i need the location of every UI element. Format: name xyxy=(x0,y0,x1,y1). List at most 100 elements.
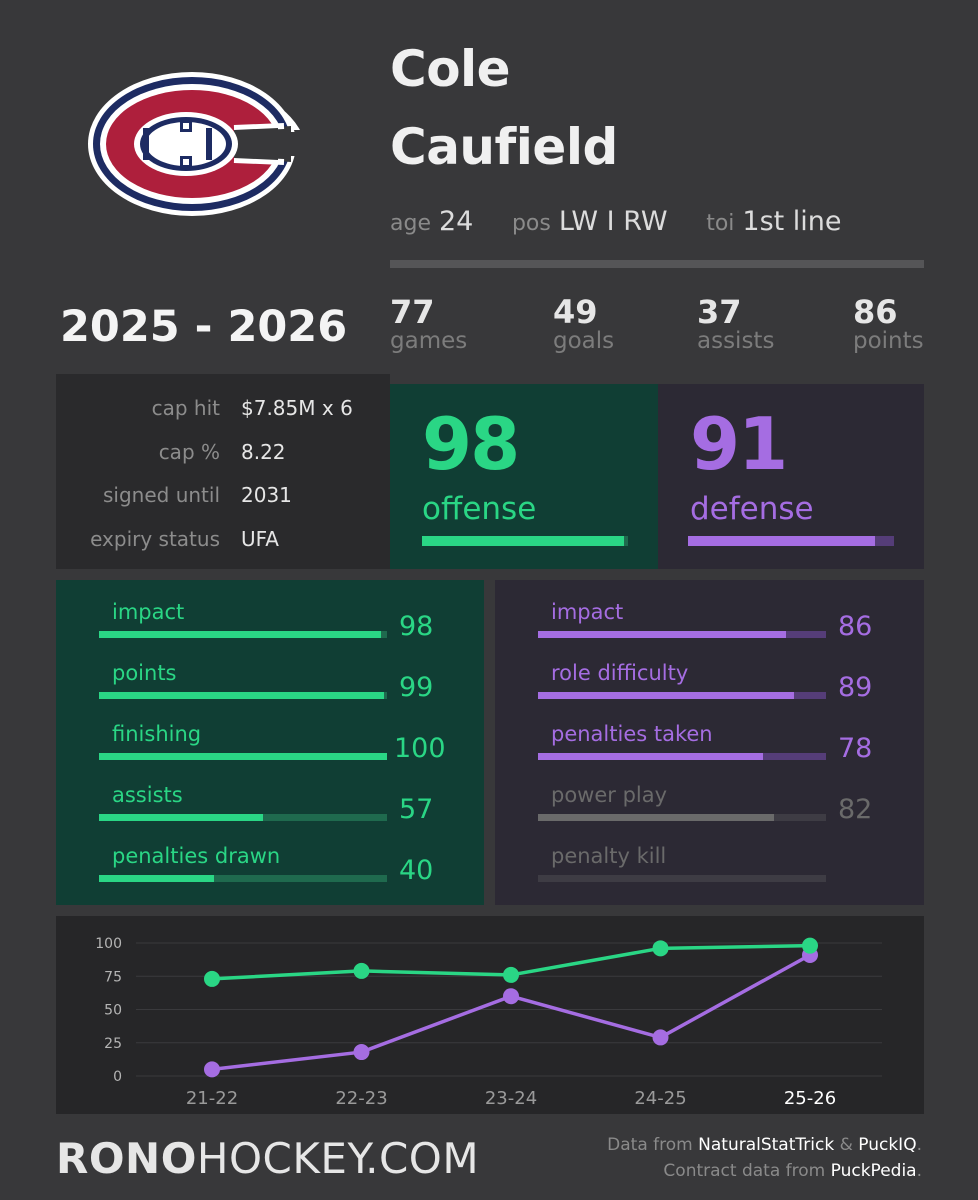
offense-metric-bar xyxy=(99,631,387,638)
y-tick-label: 50 xyxy=(104,1003,122,1019)
offense-metric-value: 57 xyxy=(399,794,434,825)
defense-metric-bar xyxy=(538,631,826,638)
offense-metric-bar-fill xyxy=(99,753,387,760)
contract-label: signed until xyxy=(102,483,220,507)
defense-metric-bar xyxy=(538,753,826,760)
defense-rating-bar-fill xyxy=(688,536,876,546)
defense-metric-label: penalty kill xyxy=(551,844,667,868)
contract-label: cap % xyxy=(158,440,220,464)
offense-metric-bar xyxy=(99,692,387,699)
data-point xyxy=(652,940,669,957)
contract-value: $7.85M x 6 xyxy=(241,396,353,420)
data-point xyxy=(204,1061,220,1078)
offense-metric-label: points xyxy=(112,661,177,685)
offense-rating-label: offense xyxy=(422,491,537,527)
offense-metric-value: 40 xyxy=(399,855,434,886)
defense-metric-bar xyxy=(538,814,826,821)
header-divider xyxy=(390,260,924,268)
x-tick-label: 22-23 xyxy=(335,1088,387,1109)
offense-metric-bar xyxy=(99,814,387,821)
player-meta: age 24 pos LW I RW toi 1st line xyxy=(390,206,842,237)
y-tick-label: 25 xyxy=(104,1036,122,1052)
y-tick-label: 75 xyxy=(104,969,122,985)
offense-metric-value: 98 xyxy=(399,611,434,642)
credits-prefix: Data from xyxy=(607,1135,699,1155)
offense-metric-bar-fill xyxy=(99,631,382,638)
stat-value: 77 xyxy=(390,293,435,331)
defense-metric-bar-fill xyxy=(538,814,775,821)
defense-rating-value: 91 xyxy=(690,402,788,486)
offense-metric-bar xyxy=(99,875,387,882)
stat-value: 86 xyxy=(853,293,898,331)
data-point xyxy=(353,962,370,979)
stat-value: 37 xyxy=(697,293,742,331)
credit-link-puckpedia[interactable]: PuckPedia xyxy=(830,1161,917,1181)
offense-metric-bar xyxy=(99,753,387,760)
credits-line-1: Data from NaturalStatTrick & PuckIQ. xyxy=(607,1132,922,1158)
toi-value: 1st line xyxy=(742,206,842,237)
season-label: 2025 - 2026 xyxy=(60,302,348,352)
offense-rating-bar-fill xyxy=(422,536,624,546)
offense-metric-label: penalties drawn xyxy=(112,844,281,868)
defense-metric-value: 82 xyxy=(838,794,873,825)
position-value: LW I RW xyxy=(558,206,668,237)
offense-metric-bar-fill xyxy=(99,692,385,699)
credit-link-naturalstattrick[interactable]: NaturalStatTrick xyxy=(698,1135,835,1155)
defense-metric-value: 89 xyxy=(838,672,873,703)
defense-rating-label: defense xyxy=(690,491,814,527)
x-tick-label: 24-25 xyxy=(634,1088,686,1109)
offense-metric-bar-fill xyxy=(99,875,215,882)
footer-brand: RONOHOCKEY.COM xyxy=(56,1134,479,1183)
offense-rating-value: 98 xyxy=(422,402,520,486)
defense-rating-panel: 91 defense xyxy=(658,384,924,569)
defense-metric-bar-fill xyxy=(538,753,763,760)
player-last-name: Caufield xyxy=(390,118,618,176)
credits-suffix: . xyxy=(916,1135,922,1155)
data-point xyxy=(503,988,519,1005)
stat-value: 49 xyxy=(553,293,598,331)
stat-label: assists xyxy=(697,328,775,354)
defense-metric-label: power play xyxy=(551,783,668,807)
defense-rating-bar xyxy=(688,536,894,546)
defense-metric-value: 78 xyxy=(838,733,873,764)
offense-metric-label: assists xyxy=(112,783,183,807)
y-tick-label: 100 xyxy=(95,936,122,952)
stat-assists: 37 assists xyxy=(697,296,774,353)
stat-points: 86 points xyxy=(853,296,924,353)
montreal-canadiens-logo-icon xyxy=(88,72,306,216)
brand-bold: RONO xyxy=(56,1134,197,1183)
defense-metric-label: penalties taken xyxy=(551,722,713,746)
x-tick-label: 21-22 xyxy=(186,1088,238,1109)
offense-breakdown-panel: impact 98 points 99 finishing 100 assist… xyxy=(56,580,484,905)
contract-label: cap hit xyxy=(151,396,220,420)
credits-amp: & xyxy=(834,1135,859,1155)
credits-line-2: Contract data from PuckPedia. xyxy=(607,1158,922,1184)
defense-metric-label: role difficulty xyxy=(551,661,689,685)
offense-metric-value: 100 xyxy=(394,733,446,764)
y-tick-label: 0 xyxy=(113,1069,122,1085)
team-logo xyxy=(86,70,306,218)
age-value: 24 xyxy=(438,206,474,237)
defense-metric-bar-fill xyxy=(538,692,795,699)
data-point xyxy=(353,1044,370,1061)
defense-metric-bar xyxy=(538,692,826,699)
stat-label: goals xyxy=(553,328,615,354)
trend-chart-panel: 0 25 50 75 100 21-22 22-23 23-24 24-25 25-26 xyxy=(56,916,924,1114)
credits-suffix: . xyxy=(916,1161,922,1181)
stat-label: points xyxy=(853,328,924,354)
credit-link-puckiq[interactable]: PuckIQ xyxy=(858,1135,917,1155)
age-label: age xyxy=(390,211,431,236)
contract-label: expiry status xyxy=(90,527,220,551)
offense-rating-bar xyxy=(422,536,628,546)
contract-panel: cap hit $7.85M x 6 cap % 8.22 signed unt… xyxy=(56,374,390,569)
defense-metric-bar xyxy=(538,875,826,882)
offense-metric-label: impact xyxy=(112,600,185,624)
brand-rest: HOCKEY.COM xyxy=(196,1134,480,1183)
contract-value: 8.22 xyxy=(241,440,286,464)
offense-metric-label: finishing xyxy=(112,722,202,746)
defense-metric-label: impact xyxy=(551,600,624,624)
offense-metric-value: 99 xyxy=(399,672,434,703)
offense-metric-bar-fill xyxy=(99,814,264,821)
data-point xyxy=(204,970,220,987)
stat-label: games xyxy=(390,328,468,354)
